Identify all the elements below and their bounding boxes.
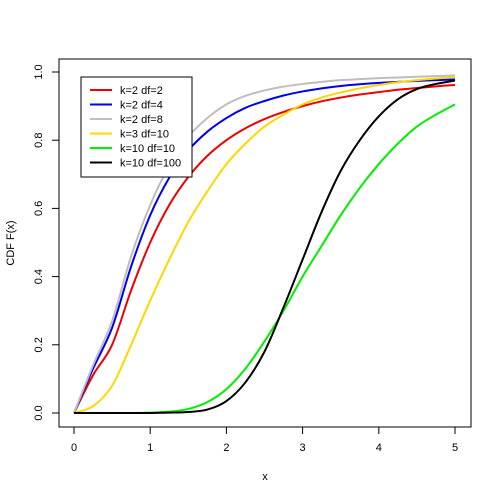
x-tick-label: 5 (452, 442, 458, 454)
y-tick-label: 0.0 (33, 405, 45, 420)
legend-label-k-10-df-10: k=10 df=10 (120, 143, 175, 155)
series-line-k-2-df-8 (73, 74, 456, 414)
y-tick-label: 0.2 (33, 337, 45, 352)
x-axis-label: x (262, 471, 268, 483)
series-line-k-3-df-10 (73, 76, 456, 414)
legend-label-k-2-df-4: k=2 df=4 (120, 100, 163, 112)
series-line-k-2-df-2 (73, 83, 456, 414)
legend-label-k-2-df-8: k=2 df=8 (120, 114, 163, 126)
x-axis: 0 1 2 3 4 5 (71, 426, 458, 454)
x-tick-label: 4 (376, 442, 382, 454)
y-tick-label: 0.6 (33, 201, 45, 216)
y-tick-label: 0.4 (33, 269, 45, 284)
y-axis: 0.0 0.2 0.4 0.6 0.8 1.0 (33, 64, 60, 421)
y-tick-label: 0.8 (33, 133, 45, 148)
legend-label-k-2-df-2: k=2 df=2 (120, 85, 163, 97)
y-tick-label: 1.0 (33, 64, 45, 79)
series-lines (73, 74, 456, 415)
legend-box (80, 76, 193, 178)
x-tick-label: 3 (300, 442, 306, 454)
x-tick-label: 0 (71, 442, 77, 454)
x-tick-label: 2 (223, 442, 229, 454)
y-axis-label: CDF F(x) (5, 220, 17, 265)
legend: k=2 df=2 k=2 df=4 k=2 df=8 k=3 df=10 k=10 df… (80, 76, 193, 178)
legend-label-k-10-df-100: k=10 df=100 (120, 158, 181, 170)
x-tick-label: 1 (147, 442, 153, 454)
series-line-k-10-df-100 (73, 79, 456, 415)
legend-label-k-3-df-10: k=3 df=10 (120, 129, 169, 141)
